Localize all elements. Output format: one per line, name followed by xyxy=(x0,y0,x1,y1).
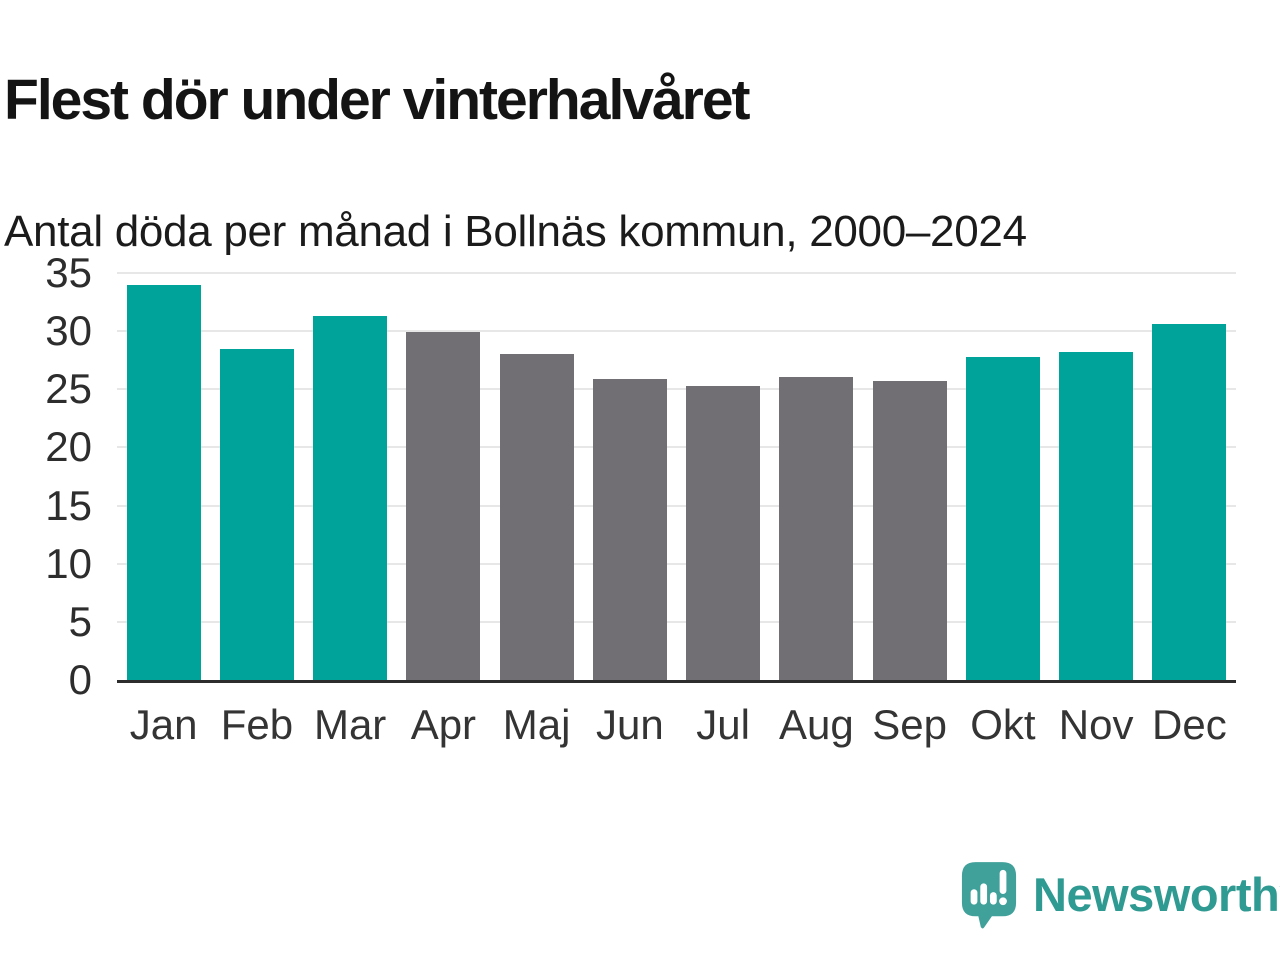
gridline-15 xyxy=(117,504,1236,507)
bar-jun xyxy=(592,378,667,680)
y-tick-label-15: 15 xyxy=(45,481,92,529)
bar-okt xyxy=(965,356,1040,680)
gridline-5 xyxy=(117,620,1236,623)
gridline-30 xyxy=(117,330,1236,333)
x-tick-label-mar: Mar xyxy=(313,701,387,748)
bar-nov xyxy=(1059,352,1134,680)
bar-mar xyxy=(313,316,388,680)
y-axis: 0 5 10 15 20 25 30 35 xyxy=(0,249,92,703)
x-tick-label-dec: Dec xyxy=(1152,701,1227,748)
y-tick-label-20: 20 xyxy=(45,423,92,471)
chart-title: Flest dör under vinterhalvåret xyxy=(4,68,751,133)
x-axis: Jan Feb Mar Apr Maj Jun Jul Aug Sep Okt Nov Dec xyxy=(117,700,1236,750)
gridline-25 xyxy=(117,388,1236,391)
x-tick-label-jun: Jun xyxy=(596,701,664,748)
y-tick-label-35: 35 xyxy=(45,249,92,296)
gridline-10 xyxy=(117,562,1236,565)
y-tick-label-10: 10 xyxy=(45,539,92,587)
y-tick-label-0: 0 xyxy=(68,656,92,703)
x-tick-label-apr: Apr xyxy=(410,701,477,748)
y-tick-label-5: 5 xyxy=(68,597,92,645)
x-tick-label-maj: Maj xyxy=(502,701,571,748)
bar-maj xyxy=(499,354,574,680)
x-tick-label-jul: Jul xyxy=(696,701,750,748)
newsworthy-logo: Newsworthy xyxy=(960,858,1280,932)
y-tick-label-25: 25 xyxy=(45,365,92,413)
bar-feb xyxy=(219,348,294,680)
gridline-35 xyxy=(117,272,1236,274)
x-tick-label-okt: Okt xyxy=(970,701,1036,748)
bar-aug xyxy=(779,376,854,680)
y-tick-label-30: 30 xyxy=(45,307,92,355)
bar-apr xyxy=(406,332,481,680)
gridline-20 xyxy=(117,446,1236,449)
chart-subtitle: Antal döda per månad i Bollnäs kommun, 2… xyxy=(4,207,1027,256)
x-tick-label-nov: Nov xyxy=(1058,701,1134,748)
x-tick-label-jan: Jan xyxy=(129,701,198,748)
bar-jan xyxy=(126,284,201,680)
bar-dec xyxy=(1152,324,1227,680)
bar-sep xyxy=(872,381,947,680)
x-tick-label-aug: Aug xyxy=(779,701,854,748)
x-tick-label-sep: Sep xyxy=(872,701,947,748)
newsworthy-speech-bubble-chart-icon xyxy=(960,860,1018,930)
bar-jul xyxy=(686,385,761,680)
brand-name: Newsworthy xyxy=(1033,868,1280,921)
x-tick-label-feb: Feb xyxy=(220,701,294,748)
plot-area xyxy=(117,272,1236,683)
